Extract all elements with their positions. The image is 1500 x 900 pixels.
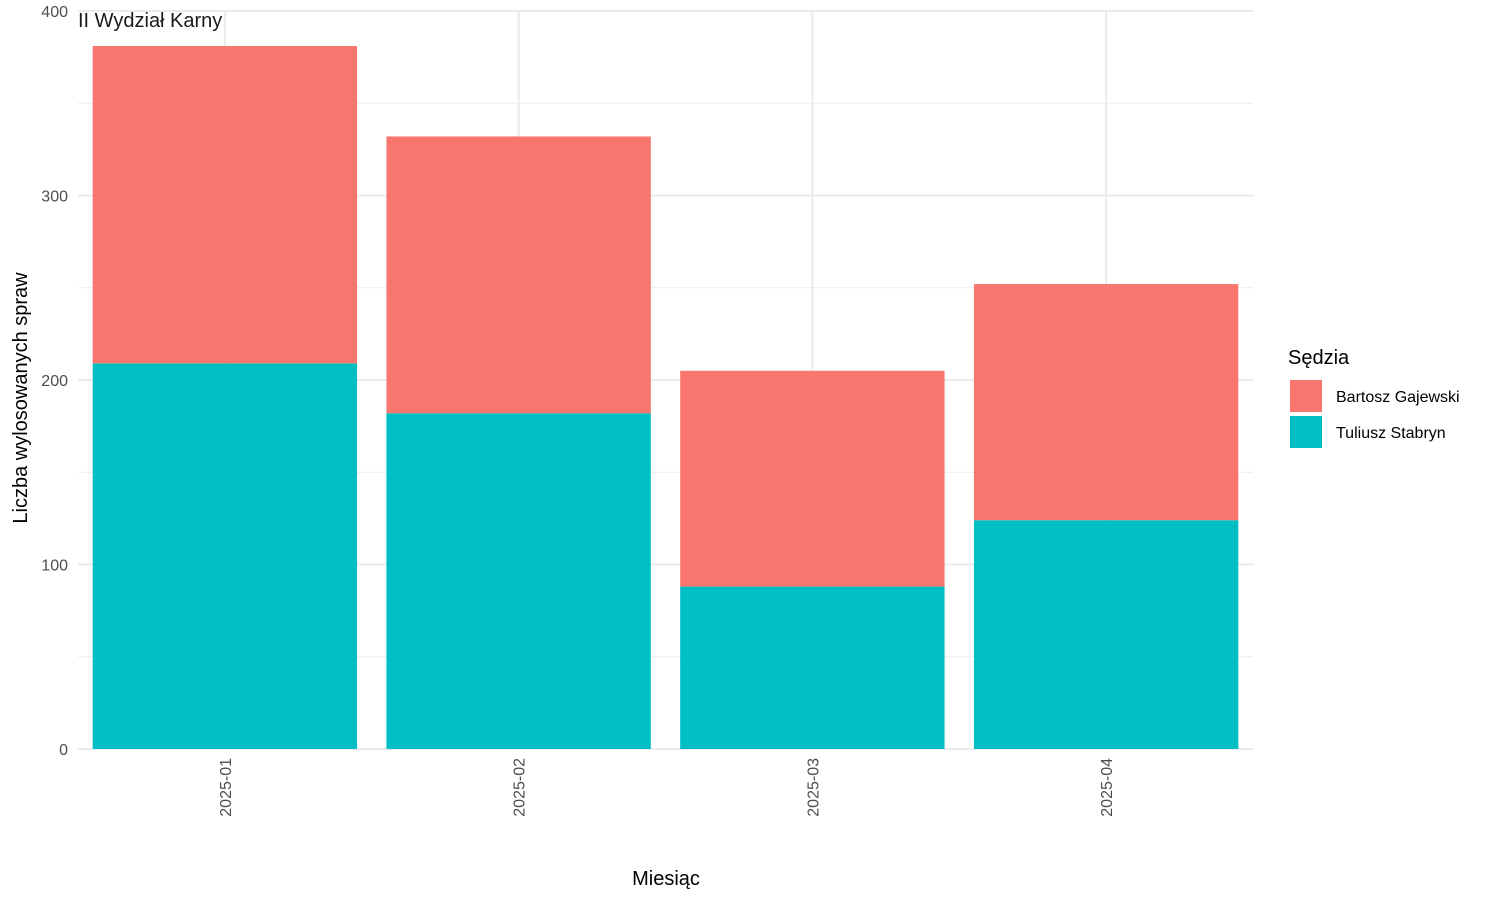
chart-title: II Wydział Karny	[78, 10, 222, 32]
x-axis-title: Miesiąc	[632, 868, 700, 890]
bar-bartosz-gajewski-2025-02	[386, 136, 651, 414]
y-axis-title: Liczba wylosowanych spraw	[10, 272, 32, 524]
x-tick-label: 2025-03	[805, 758, 822, 817]
bar-tuliusz-stabryn-2025-02	[386, 413, 651, 749]
legend-key-bartosz-gajewski	[1290, 380, 1322, 412]
legend-title: Sędzia	[1288, 347, 1350, 369]
axis-layer: 0 100 200 300 400 2025-01 2025-02 2025-03 2025-0…	[41, 4, 1116, 817]
bar-bartosz-gajewski-2025-04	[973, 284, 1239, 521]
bar-tuliusz-stabryn-2025-04	[973, 520, 1239, 749]
bar-tuliusz-stabryn-2025-03	[680, 586, 945, 749]
y-tick-label: 300	[41, 189, 68, 206]
bar-layer	[92, 46, 1239, 749]
bar-tuliusz-stabryn-2025-01	[92, 363, 358, 749]
legend-label: Tuliusz Stabryn	[1336, 425, 1446, 442]
y-tick-label: 0	[59, 742, 68, 759]
x-tick-label: 2025-01	[218, 758, 235, 817]
legend-label: Bartosz Gajewski	[1336, 389, 1460, 406]
x-tick-label: 2025-02	[512, 758, 529, 817]
legend: Sędzia Bartosz Gajewski Tuliusz Stabryn	[1288, 347, 1460, 448]
bar-bartosz-gajewski-2025-01	[92, 46, 358, 364]
y-tick-label: 200	[41, 373, 68, 390]
bar-bartosz-gajewski-2025-03	[680, 370, 945, 587]
y-tick-label: 400	[41, 4, 68, 21]
legend-key-tuliusz-stabryn	[1290, 416, 1322, 448]
y-tick-label: 100	[41, 558, 68, 575]
x-tick-label: 2025-04	[1099, 758, 1116, 817]
